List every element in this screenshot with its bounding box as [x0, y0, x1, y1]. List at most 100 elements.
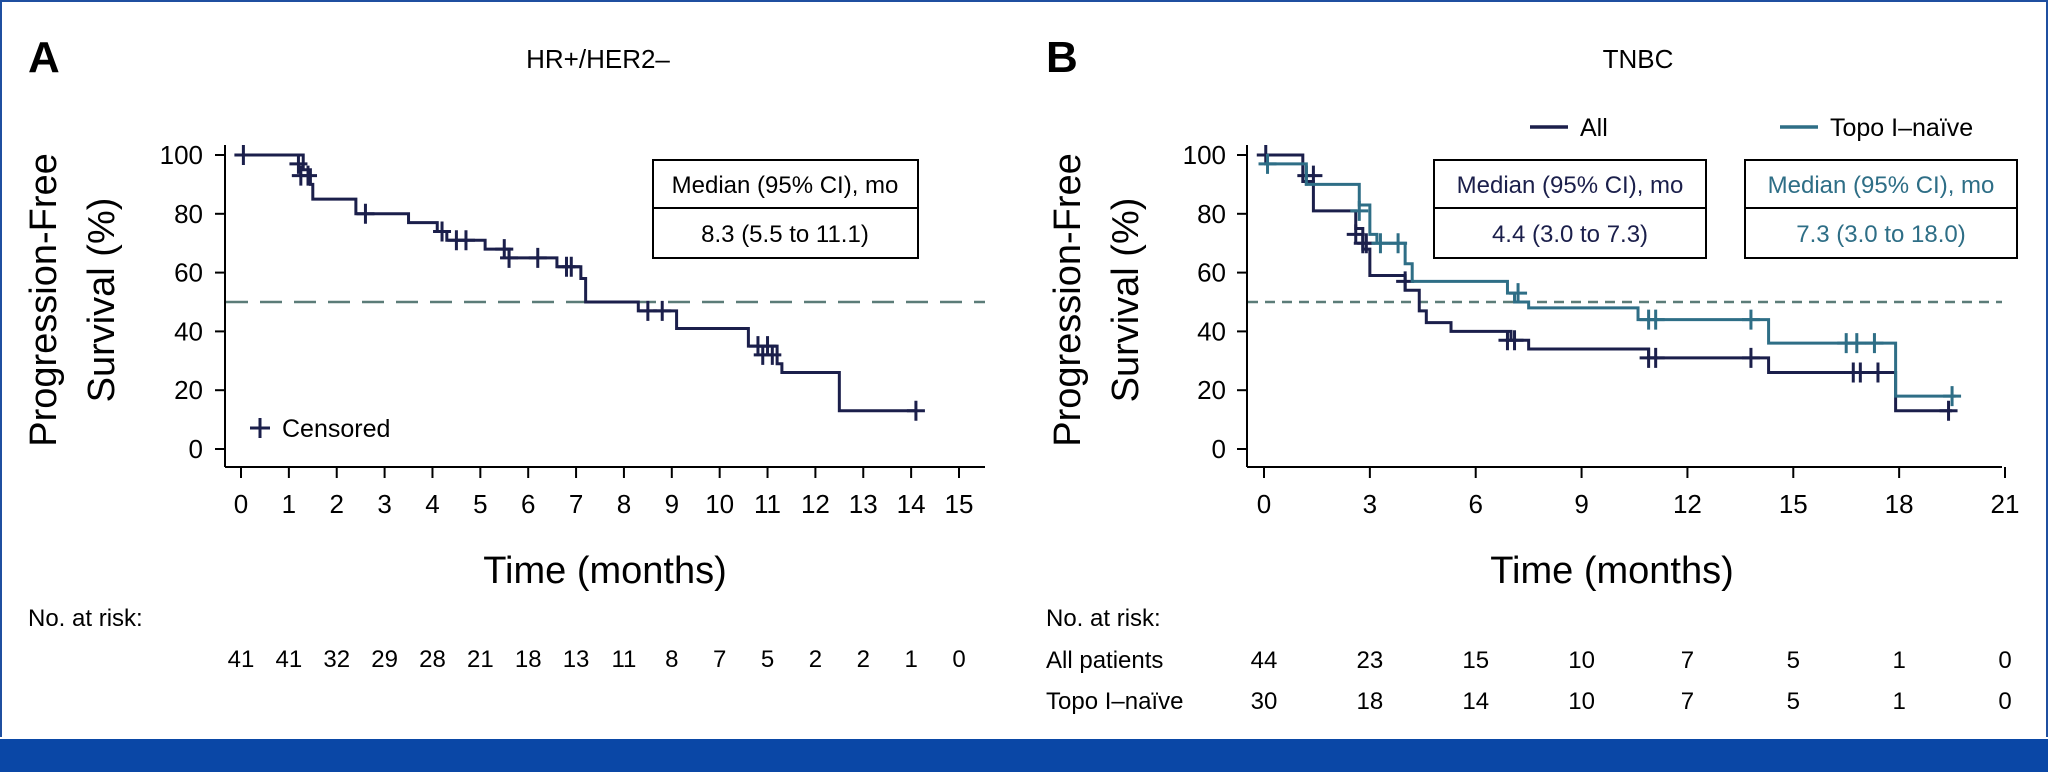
- x-tick-label: 6: [1468, 489, 1482, 519]
- x-tick-label: 12: [1673, 489, 1702, 519]
- legend-topo-label: Topo I–naïve: [1830, 114, 1973, 142]
- median-box-header: Median (95% CI), mo: [672, 172, 899, 199]
- panel-a-risk-row: 41 41 32 29 28 21 18 13 11 8 7 5 2 2 1 0: [228, 646, 966, 673]
- risk-value: 7: [1681, 647, 1694, 674]
- panel-a-censored-legend: Censored: [250, 415, 390, 443]
- footer-bar: [0, 739, 2048, 772]
- x-tick-label: 12: [801, 489, 830, 519]
- x-tick-label: 5: [473, 489, 487, 519]
- censor-mark: [562, 256, 581, 277]
- panel-b-letter: B: [1046, 33, 1078, 82]
- x-tick-label: 21: [1991, 489, 2020, 519]
- x-tick-label: 15: [1779, 489, 1808, 519]
- risk-value: 5: [761, 646, 774, 673]
- censor-mark: [758, 336, 777, 357]
- panel-b-legend: All Topo I–naïve: [1530, 114, 1973, 142]
- x-tick-label: 8: [617, 489, 631, 519]
- panel-b-median-box-all: Median (95% CI), mo 4.4 (3.0 to 7.3): [1433, 159, 1707, 259]
- panel-b-risk-label: No. at risk:: [1046, 605, 1161, 632]
- panel-a-risk-label: No. at risk:: [28, 605, 143, 632]
- panel-a-letter: A: [28, 33, 60, 82]
- censor-mark: [495, 239, 514, 260]
- median-box-all-header: Median (95% CI), mo: [1457, 172, 1684, 199]
- median-box-all-value-cell: [1433, 207, 1707, 259]
- y-tick-label: 0: [1212, 434, 1226, 464]
- x-tick-label: 1: [282, 489, 296, 519]
- risk-value: 0: [952, 646, 965, 673]
- panel-b-title: TNBC: [1603, 44, 1674, 74]
- x-tick-label: 18: [1885, 489, 1914, 519]
- censor-mark: [1943, 386, 1962, 407]
- risk-value: 5: [1787, 688, 1800, 715]
- y-tick-label: 100: [1183, 140, 1226, 170]
- x-tick-label: 4: [425, 489, 439, 519]
- risk-value: 2: [809, 646, 822, 673]
- censor-mark: [1646, 309, 1665, 330]
- panel-a-ylabel-line2: Survival (%): [81, 198, 123, 403]
- panel-b-risk-row-topo-name: Topo I–naïve: [1046, 688, 1183, 715]
- censor-mark: [1865, 333, 1884, 354]
- risk-value: 21: [467, 646, 494, 673]
- x-tick-label: 7: [569, 489, 583, 519]
- risk-value: 15: [1462, 647, 1489, 674]
- censor-mark: [1939, 400, 1958, 421]
- risk-value: 1: [1892, 647, 1905, 674]
- median-box-header-cell: [652, 159, 919, 209]
- panel-b-median-box-topo: Median (95% CI), mo 7.3 (3.0 to 18.0): [1744, 159, 2018, 259]
- censor-mark: [1851, 362, 1870, 383]
- panel-a-title: HR+/HER2–: [526, 44, 670, 74]
- censor-mark: [289, 153, 308, 174]
- median-box-value-cell: [652, 207, 919, 259]
- panel-a-series: [234, 145, 925, 421]
- panel-b-x-ticks: 0 3 6 9 12 15 18 21: [1257, 467, 2020, 519]
- risk-value: 1: [904, 646, 917, 673]
- y-tick-label: 60: [174, 258, 203, 288]
- panel-b-ylabel-line2: Survival (%): [1105, 198, 1147, 403]
- panel-b-xlabel: Time (months): [1490, 550, 1734, 592]
- risk-value: 7: [1681, 688, 1694, 715]
- risk-value: 10: [1568, 647, 1595, 674]
- risk-value: 10: [1568, 688, 1595, 715]
- censored-legend-label: Censored: [282, 415, 390, 443]
- y-tick-label: 100: [160, 140, 203, 170]
- censor-mark: [1847, 333, 1866, 354]
- median-box-value: 8.3 (5.5 to 11.1): [701, 221, 869, 248]
- panel-a: A HR+/HER2– Progression-Free Survival (%…: [23, 33, 985, 673]
- risk-value: 30: [1251, 688, 1278, 715]
- x-tick-label: 9: [665, 489, 679, 519]
- y-tick-label: 20: [1197, 375, 1226, 405]
- median-box-topo-value: 7.3 (3.0 to 18.0): [1796, 221, 1965, 248]
- panel-b-ylabel: Progression-Free Survival (%): [1047, 153, 1147, 447]
- y-tick-label: 80: [1197, 199, 1226, 229]
- x-tick-label: 14: [897, 489, 926, 519]
- risk-value: 0: [1998, 688, 2011, 715]
- risk-value: 44: [1251, 647, 1278, 674]
- x-tick-label: 0: [1257, 489, 1271, 519]
- x-tick-label: 9: [1574, 489, 1588, 519]
- median-box-topo-header-cell: [1744, 159, 2018, 209]
- panel-b-risk-row-all-name: All patients: [1046, 647, 1163, 674]
- panel-b-risk-rows: 44 23 15 10 7 5 1 030 18 14 10 7 5 1 0: [1251, 647, 2012, 715]
- x-tick-label: 0: [234, 489, 248, 519]
- x-tick-label: 3: [1363, 489, 1377, 519]
- legend-all-label: All: [1580, 114, 1608, 142]
- panel-a-ylabel: Progression-Free Survival (%): [23, 153, 123, 447]
- risk-value: 11: [611, 646, 636, 673]
- y-tick-label: 40: [1197, 316, 1226, 346]
- censor-mark: [1258, 153, 1277, 174]
- risk-value: 18: [1357, 688, 1384, 715]
- panel-a-y-ticks: 0 20 40 60 80 100: [160, 140, 225, 464]
- censor-mark: [1741, 309, 1760, 330]
- risk-value: 28: [419, 646, 446, 673]
- censor-mark: [763, 344, 782, 365]
- panel-a-xlabel: Time (months): [483, 550, 727, 592]
- panel-a-ylabel-line1: Progression-Free: [23, 153, 65, 447]
- risk-value: 32: [323, 646, 350, 673]
- censor-mark: [356, 203, 375, 224]
- risk-value: 2: [857, 646, 870, 673]
- censor-mark: [653, 300, 672, 321]
- risk-value: 8: [665, 646, 678, 673]
- censor-mark: [1389, 233, 1408, 254]
- panel-b-series: [1256, 145, 1962, 421]
